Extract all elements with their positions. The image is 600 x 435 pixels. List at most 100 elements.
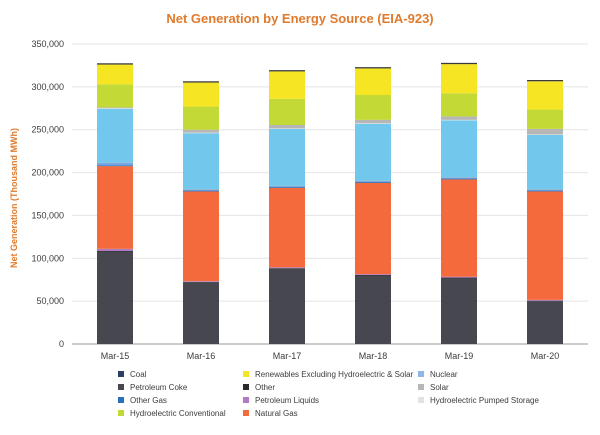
legend-swatch bbox=[418, 397, 424, 403]
bar-segment bbox=[269, 187, 305, 188]
bar-segment bbox=[355, 68, 391, 95]
bar-segment bbox=[183, 191, 219, 282]
legend-swatch bbox=[418, 384, 424, 390]
legend-label: Renewables Excluding Hydroelectric & Sol… bbox=[255, 369, 414, 379]
bar-segment bbox=[355, 180, 391, 182]
bar-segment bbox=[183, 190, 219, 192]
bar-segment bbox=[97, 248, 133, 251]
bar-segment bbox=[269, 188, 305, 268]
y-tick-label: 300,000 bbox=[31, 82, 64, 92]
bar-segment bbox=[183, 129, 219, 133]
legend-item: Other bbox=[243, 381, 275, 393]
legend-label: Other Gas bbox=[130, 395, 167, 405]
bar-segment bbox=[183, 82, 219, 107]
bar-segment bbox=[97, 108, 133, 109]
bar-segment bbox=[97, 163, 133, 166]
legend-label: Coal bbox=[130, 369, 147, 379]
bar-segment bbox=[269, 70, 305, 72]
legend-swatch bbox=[418, 371, 424, 377]
bar-segment bbox=[355, 123, 391, 124]
legend-item: Solar bbox=[418, 381, 449, 393]
legend-label: Solar bbox=[430, 382, 449, 392]
bar-segment bbox=[441, 277, 477, 279]
bar-segment bbox=[527, 128, 563, 135]
legend-item: Hydroelectric Conventional bbox=[118, 407, 226, 419]
legend-swatch bbox=[243, 397, 249, 403]
bar-segment bbox=[527, 134, 563, 135]
legend-swatch bbox=[118, 371, 124, 377]
x-tick-label: Mar-19 bbox=[445, 351, 474, 361]
legend-label: Nuclear bbox=[430, 369, 458, 379]
bar-segment bbox=[527, 300, 563, 302]
bar-segment bbox=[355, 275, 391, 344]
y-tick-label: 50,000 bbox=[36, 296, 64, 306]
y-tick-label: 0 bbox=[59, 339, 64, 349]
legend-swatch bbox=[118, 384, 124, 390]
bar-segment bbox=[355, 181, 391, 182]
y-tick-label: 150,000 bbox=[31, 210, 64, 220]
legend-label: Petroleum Liquids bbox=[255, 395, 320, 405]
bar-segment bbox=[527, 189, 563, 191]
bar-segment bbox=[441, 116, 477, 120]
legend-item: Natural Gas bbox=[243, 407, 298, 419]
bar-segment bbox=[269, 268, 305, 269]
bar-segment bbox=[527, 109, 563, 129]
legend-swatch bbox=[243, 410, 249, 416]
legend-item: Other Gas bbox=[118, 394, 167, 406]
bar-segment bbox=[97, 107, 133, 109]
bar-segment bbox=[527, 191, 563, 300]
y-tick-label: 350,000 bbox=[31, 39, 64, 49]
bar-segment bbox=[355, 274, 391, 275]
legend-swatch bbox=[243, 384, 249, 390]
bar-segment bbox=[269, 125, 305, 129]
bar-segment bbox=[183, 281, 219, 283]
x-tick-label: Mar-18 bbox=[359, 351, 388, 361]
bar-segment bbox=[97, 251, 133, 344]
bar-segment bbox=[527, 301, 563, 344]
bar-segment bbox=[183, 281, 219, 282]
legend-swatch bbox=[118, 397, 124, 403]
bar-segment bbox=[441, 177, 477, 179]
legend: Coal Renewables Excluding Hydroelectric &… bbox=[118, 368, 588, 428]
bar-segment bbox=[269, 185, 305, 187]
bar-segment bbox=[97, 84, 133, 108]
y-tick-label: 200,000 bbox=[31, 168, 64, 178]
legend-item: Renewables Excluding Hydroelectric & Sol… bbox=[243, 368, 413, 380]
bar-segment bbox=[355, 275, 391, 276]
bar-segment bbox=[97, 108, 133, 163]
bar-segment bbox=[441, 276, 477, 278]
bar-segment bbox=[355, 182, 391, 183]
bar-segment bbox=[527, 190, 563, 192]
x-tick-label: Mar-17 bbox=[273, 351, 302, 361]
legend-swatch bbox=[118, 410, 124, 416]
bar-segment bbox=[527, 81, 563, 110]
bar-segment bbox=[97, 165, 133, 167]
bar-segment bbox=[441, 93, 477, 117]
bar-segment bbox=[97, 63, 133, 65]
bar-segment bbox=[527, 299, 563, 301]
bar-segment bbox=[269, 268, 305, 344]
x-tick-label: Mar-15 bbox=[101, 351, 130, 361]
legend-label: Hydroelectric Conventional bbox=[130, 408, 226, 418]
bar-segment bbox=[183, 133, 219, 190]
bar-segment bbox=[441, 62, 477, 65]
bar-segment bbox=[269, 267, 305, 269]
legend-label: Hydroelectric Pumped Storage bbox=[430, 395, 539, 405]
bar-segment bbox=[441, 179, 477, 277]
bar-segment bbox=[183, 189, 219, 191]
bar-segment bbox=[269, 128, 305, 186]
bar-segment bbox=[269, 98, 305, 125]
chart-title: Net Generation by Energy Source (EIA-923… bbox=[166, 11, 434, 26]
bar-segment bbox=[269, 186, 305, 188]
bar-segment bbox=[183, 106, 219, 130]
x-tick-label: Mar-16 bbox=[187, 351, 216, 361]
legend-item: Hydroelectric Pumped Storage bbox=[418, 394, 539, 406]
bar-segment bbox=[355, 119, 391, 124]
bar-segment bbox=[441, 64, 477, 94]
bar-segment bbox=[97, 166, 133, 249]
bar-segment bbox=[527, 134, 563, 190]
bar-segment bbox=[97, 251, 133, 252]
legend-item: Nuclear bbox=[418, 368, 458, 380]
y-tick-label: 250,000 bbox=[31, 125, 64, 135]
